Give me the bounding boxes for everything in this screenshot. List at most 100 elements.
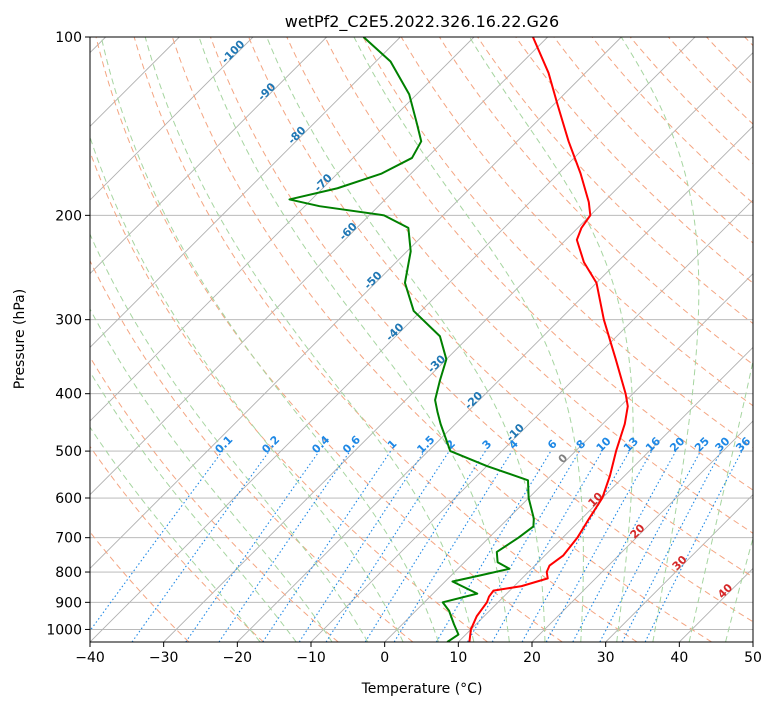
isotherm-line [90,37,475,422]
dry-adiabat-line [706,37,753,86]
moist-adiabat-line [90,233,369,642]
x-tick-label: −20 [223,650,253,666]
isotherm-line [90,37,548,496]
mixing-ratio-lines [90,450,743,642]
dewpoint-line [288,37,535,642]
dry-adiabat-lines [90,37,753,642]
moist-adiabat-line [688,358,753,642]
dry-adiabat-line [668,37,753,125]
dry-adiabat-line [362,37,753,449]
x-tick-label: 20 [523,650,541,666]
dry-adiabat-line [210,37,753,623]
dry-adiabat-label: -20 [462,389,485,412]
y-tick-label: 800 [55,565,82,581]
moist-adiabat-line [90,135,404,642]
moist-adiabat-line [620,37,700,642]
mixing-ratio-label: 25 [692,435,712,455]
dry-adiabat-line [553,37,753,244]
y-tick-label: 300 [55,313,82,329]
mixing-ratio-line [90,450,223,632]
y-tick-label: 100 [55,30,82,46]
mixing-ratio-label: 16 [643,434,663,454]
dry-adiabat-line [90,531,190,642]
moist-adiabat-line [90,308,333,642]
dry-adiabat-label: -60 [337,220,360,243]
plot-frame [89,36,754,643]
mixing-ratio-line [599,450,702,642]
mixing-ratio-line [491,450,603,642]
mixing-ratio-line [435,450,552,642]
dry-adiabat-line [171,37,712,642]
mixing-ratio-label: 1 [385,437,400,452]
isotherm-line [458,346,753,642]
x-tick-label: 30 [597,650,615,666]
y-tick-label: 1000 [46,622,82,638]
moist-adiabat-line [90,426,261,642]
x-axis-label: Temperature (°C) [361,681,483,697]
moist-adiabat-line [725,536,753,642]
x-tick-label: −40 [75,650,105,666]
isotherm-line [605,494,753,642]
mixing-ratio-line [521,450,630,642]
dry-adiabat-line [324,37,753,491]
moist-adiabat-line [198,37,510,642]
isotherm-line [163,52,753,642]
dry-adiabat-line [90,259,414,642]
isotherm-line [90,37,622,569]
isotherm-line [90,37,327,275]
moist-adiabat-line [469,37,634,642]
mixing-ratio-line [325,450,450,642]
moist-adiabat-line [100,37,439,642]
moist-adiabat-lines [90,37,753,642]
mixing-ratio-line [545,450,653,642]
mixing-ratio-line [262,450,392,642]
dry-adiabat-label: -100 [219,37,248,66]
chart-title: wetPf2_C2E5.2022.326.16.22.G26 [285,12,559,32]
y-axis-ticks: 100 200 300 400 500 600 700 800 900 1000 [46,30,90,638]
isotherm-line [531,420,753,642]
x-tick-label: −10 [296,650,326,666]
mixing-ratio-label: 0.4 [309,433,332,456]
moist-adiabat-line [144,37,475,642]
sounding-series [288,37,629,642]
isotherm-line [310,199,753,642]
isotherm-line [90,37,696,642]
mixing-ratio-line [185,450,320,642]
x-tick-label: 10 [449,650,467,666]
isotherm-lines [90,37,753,642]
mixing-ratio-line [298,450,425,642]
x-axis-ticks: −40 −30 −20 −10 0 10 20 30 40 50 [75,642,762,666]
mixing-ratio-line [572,450,677,642]
mixing-ratio-label: 6 [545,437,560,452]
dry-adiabat-line [591,37,753,204]
dry-adiabat-line [515,37,753,284]
moist-adiabat-line [266,37,546,642]
mixing-ratio-line [393,450,513,642]
y-tick-label: 600 [55,491,82,507]
dry-adiabat-line [95,37,563,642]
dry-adiabat-label: -90 [255,80,278,103]
mixing-ratio-label: 0.6 [340,433,363,456]
dry-adiabat-line [629,37,753,165]
isotherm-line [679,567,753,642]
dry-adiabat-line [477,37,753,325]
dry-adiabat-label: -80 [285,124,308,147]
moist-adiabat-line [353,37,584,642]
y-tick-label: 500 [55,444,82,460]
mixing-ratio-line [364,450,486,642]
temperature-line [468,37,629,642]
dry-adiabat-line [400,37,753,407]
mixing-ratio-label: 1.5 [414,433,437,456]
mixing-ratio-line [218,450,351,642]
isotherm-line [237,125,753,642]
x-tick-label: 50 [744,650,762,666]
y-tick-label: 200 [55,208,82,224]
y-axis-label: Pressure (hPa) [12,289,28,389]
dry-adiabat-label: -50 [361,269,384,292]
dry-adiabat-line [248,37,753,578]
mixing-ratio-label: 3 [480,437,495,452]
mixing-ratio-label: 10 [594,434,614,454]
dry-adiabat-line [90,150,488,642]
pressure-grid-lines [90,37,753,630]
